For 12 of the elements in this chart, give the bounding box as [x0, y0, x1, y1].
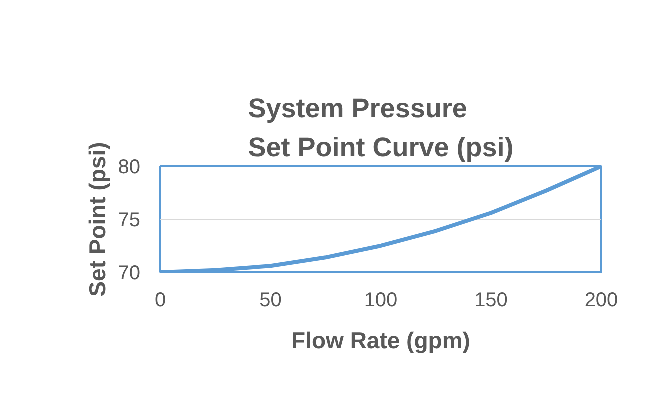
y-tick-label: 75 [118, 210, 141, 232]
x-axis-title: Flow Rate (gpm) [292, 328, 470, 354]
y-tick-label: 80 [118, 156, 141, 178]
x-tick-label: 100 [364, 290, 398, 312]
x-tick-label: 150 [474, 290, 508, 312]
line-series [160, 166, 602, 272]
x-tick-label: 200 [584, 290, 618, 312]
x-tick-label: 50 [260, 290, 282, 312]
y-tick-label: 70 [118, 262, 141, 284]
chart-title: System Pressure Set Point Curve (psi) [248, 94, 514, 162]
y-axis-title: Set Point (psi) [84, 142, 110, 297]
x-tick-label: 0 [154, 290, 166, 312]
